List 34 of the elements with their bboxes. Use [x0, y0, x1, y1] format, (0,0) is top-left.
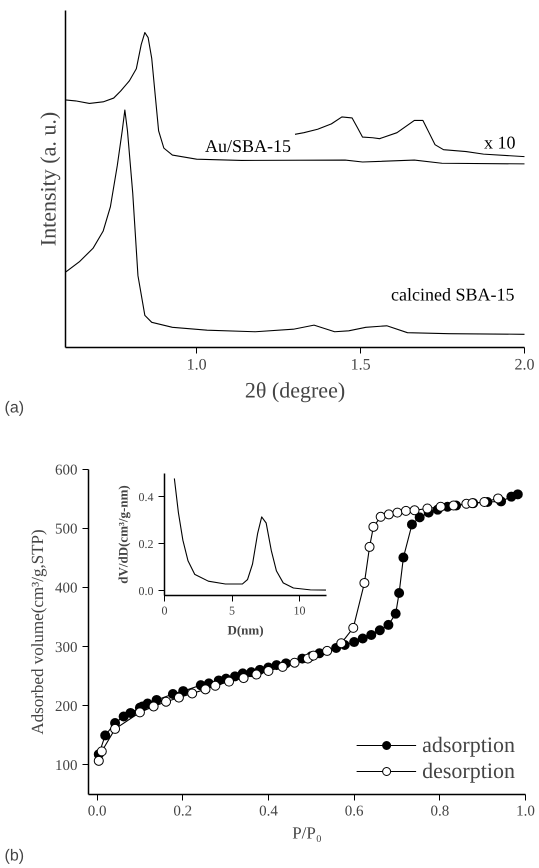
y-axis-title: Intensity (a. u.): [36, 112, 60, 246]
y-tick-label: 500: [55, 522, 78, 538]
y-axis-title: dV/dD(cm³/g-nm): [116, 485, 130, 584]
x-tick-label: 2.0: [514, 356, 534, 374]
y-tick-label: 400: [55, 580, 78, 597]
y-tick-label: 0.0: [138, 584, 154, 598]
text: (b): [4, 848, 24, 864]
y-tick-label: 0.4: [138, 490, 154, 504]
y-tick-label: 600: [55, 462, 78, 478]
legend-label: adsorption: [422, 732, 515, 758]
legend-label: desorption: [422, 758, 515, 784]
y-axis-title: Adsorbed volume(cm³/g,STP): [28, 529, 47, 735]
x-tick-label: 0.4: [259, 804, 278, 820]
x-tick-label: 0.2: [173, 804, 192, 820]
y-tick-label: 300: [55, 640, 78, 656]
y-tick-label: 0.2: [138, 536, 154, 551]
x-tick-label: 0: [162, 604, 168, 618]
x-tick-label: 10: [294, 604, 306, 618]
x-axis-title: 2θ (degree): [244, 378, 346, 402]
x-axis-title: D(nm): [227, 622, 264, 638]
x-tick-label: 1.0: [186, 356, 207, 374]
x-tick-label: 1.5: [350, 356, 371, 374]
x-tick-label: 0.6: [344, 804, 364, 820]
y-tick-label: 200: [55, 698, 78, 715]
x-axis-title: P/P₀: [292, 824, 322, 842]
series-label: x 10: [484, 132, 516, 153]
x-tick-label: 0.0: [88, 804, 106, 820]
x-tick-label: 1.0: [516, 804, 535, 820]
x-tick-label: 0.8: [430, 804, 450, 820]
x-tick-label: 5: [229, 604, 235, 618]
text: (a): [4, 400, 24, 416]
series-label: calcined SBA-15: [391, 284, 514, 304]
series-label: Au/SBA-15: [204, 136, 292, 156]
y-tick-label: 100: [55, 758, 78, 774]
